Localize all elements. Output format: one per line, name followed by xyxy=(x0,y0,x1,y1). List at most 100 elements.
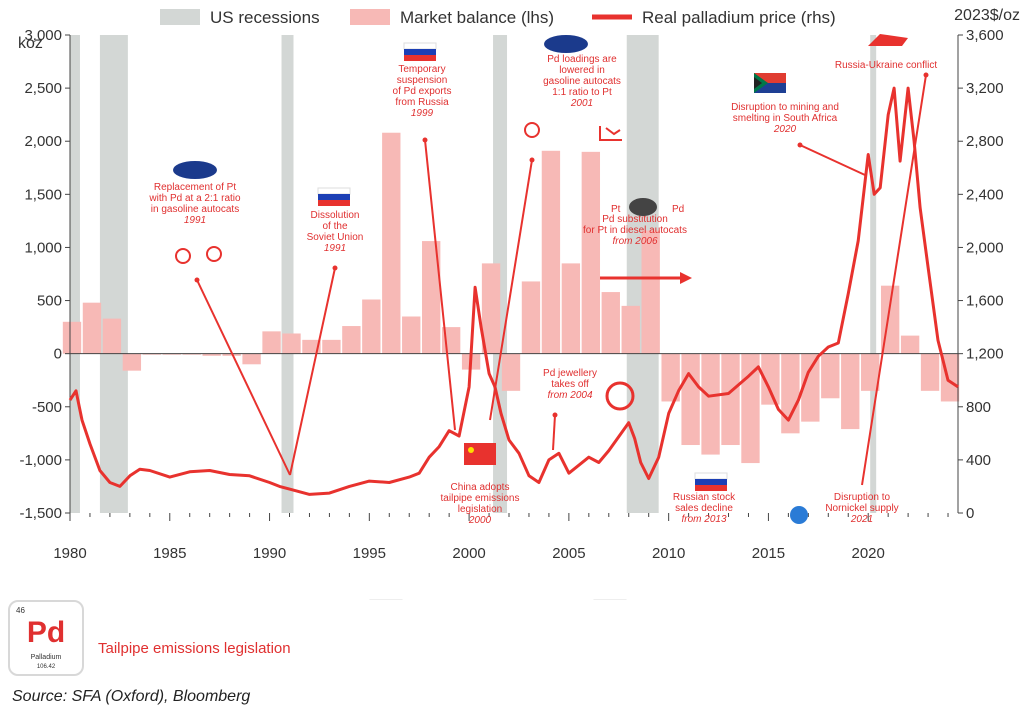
balance-bar xyxy=(821,353,840,399)
annotation-year: 1991 xyxy=(184,215,206,226)
balance-bar xyxy=(661,353,680,402)
right-tick-label: 1,200 xyxy=(966,346,1004,363)
flag-field xyxy=(464,443,496,465)
annotation-leader xyxy=(861,74,927,486)
flag-stripe xyxy=(695,479,727,485)
balance-bar xyxy=(861,353,880,391)
annotation-text: Russia-Ukraine conflict xyxy=(835,60,937,71)
left-tick-label: 3,000 xyxy=(24,27,62,44)
legend-label-recessions: US recessions xyxy=(210,8,320,27)
annotation-text: Pd jewellery xyxy=(543,368,597,379)
annotation-year: 1999 xyxy=(411,108,434,119)
right-tick-label: 2,800 xyxy=(966,133,1004,150)
russia-flag-1991 xyxy=(317,187,351,206)
annotation-dot xyxy=(422,137,428,143)
balance-bar xyxy=(362,299,381,354)
south-africa-flag xyxy=(754,73,786,93)
palladium-element-tile: 46 Pd Palladium 106.42 xyxy=(8,600,84,676)
balance-bar xyxy=(322,339,341,354)
annotation-text: Replacement of Pt xyxy=(154,182,236,193)
balance-bar xyxy=(302,339,321,354)
decline-chart-icon xyxy=(599,126,622,141)
annotation-text: Nornickel supply xyxy=(825,503,898,514)
left-tick-label: 1,500 xyxy=(24,186,62,203)
balance-bar xyxy=(701,353,720,455)
tailpipe-legislation-label: Tailpipe emissions legislation xyxy=(98,640,291,657)
left-tick-label: 500 xyxy=(37,293,62,310)
balance-bar xyxy=(920,353,940,391)
legend-swatch-balance xyxy=(350,9,390,25)
x-tick-label: 2005 xyxy=(552,545,585,562)
legend: US recessions Market balance (lhs) Real pa… xyxy=(160,8,836,27)
annotation-year: 2001 xyxy=(570,98,593,109)
flag-stripe xyxy=(695,485,727,491)
annotation-year: from 2013 xyxy=(681,514,726,525)
arrow-head-icon xyxy=(680,272,692,284)
left-tick-label: -1,000 xyxy=(19,452,62,469)
annotation-year: 2020 xyxy=(773,124,797,135)
annotation-text: Soviet Union xyxy=(307,232,364,243)
autocat-icon xyxy=(175,248,191,264)
flag-stripe xyxy=(404,49,436,55)
annotation-year: 2000 xyxy=(468,515,492,526)
catalyst-icon xyxy=(629,198,657,216)
legend-label-price: Real palladium price (rhs) xyxy=(642,8,836,27)
annotation-leader xyxy=(552,414,556,451)
annotation-text: 1:1 ratio to Pt xyxy=(552,87,612,98)
flag-stripe xyxy=(754,73,786,83)
balance-bar xyxy=(82,302,102,354)
balance-bar xyxy=(62,321,82,354)
x-tick-label: 1985 xyxy=(153,545,186,562)
x-tick-label: 2010 xyxy=(652,545,685,562)
x-tick-label: 1980 xyxy=(53,545,86,562)
recession-band xyxy=(99,35,128,513)
annotation: Russia-Ukraine conflict xyxy=(835,60,937,486)
annotation-text: gasoline autocats xyxy=(543,76,621,87)
balance-bar xyxy=(501,353,521,391)
ring-icon xyxy=(605,381,635,411)
balance-bar xyxy=(681,353,700,446)
annotation-text: China adopts xyxy=(451,482,510,493)
annotation-year: 1991 xyxy=(324,243,346,254)
annotation-text: legislation xyxy=(458,504,502,515)
annotation-year: from 2006 xyxy=(612,236,657,247)
recession-band xyxy=(70,35,80,513)
balance-bar xyxy=(781,353,800,434)
flag-stripe xyxy=(318,200,350,206)
flag-stripe xyxy=(318,194,350,200)
balance-bar xyxy=(761,353,780,405)
flag-stripe xyxy=(403,42,437,50)
left-tick-label: 1,000 xyxy=(24,239,62,256)
left-tick-label: 0 xyxy=(54,346,62,363)
balance-bar xyxy=(202,353,221,356)
right-tick-label: 2,400 xyxy=(966,186,1004,203)
annotation-leader xyxy=(424,139,456,431)
annotation-text: Russian stock xyxy=(673,492,736,503)
flag-stripe xyxy=(404,55,436,61)
balance-bar xyxy=(242,353,261,365)
ford-logo-icon xyxy=(544,35,588,53)
balance-bar xyxy=(521,281,541,354)
nornickel-logo-icon xyxy=(790,506,808,524)
balance-bar xyxy=(282,333,301,354)
balance-bar xyxy=(741,353,760,464)
element-name: Palladium xyxy=(30,654,62,661)
balance-bar xyxy=(122,353,142,371)
flag-stripe xyxy=(754,83,786,93)
balance-bar xyxy=(841,353,860,430)
annotation-text: Pd loadings are xyxy=(547,54,617,65)
annotation-text: lowered in xyxy=(559,65,605,76)
balance-bar xyxy=(641,230,660,354)
annotation-dot xyxy=(552,412,558,418)
annotation-text: from Russia xyxy=(395,97,449,108)
annotation-text: of the xyxy=(322,221,347,232)
annotation-text: with Pd at a 2:1 ratio xyxy=(148,193,241,204)
pd-label: Pd xyxy=(672,204,684,215)
